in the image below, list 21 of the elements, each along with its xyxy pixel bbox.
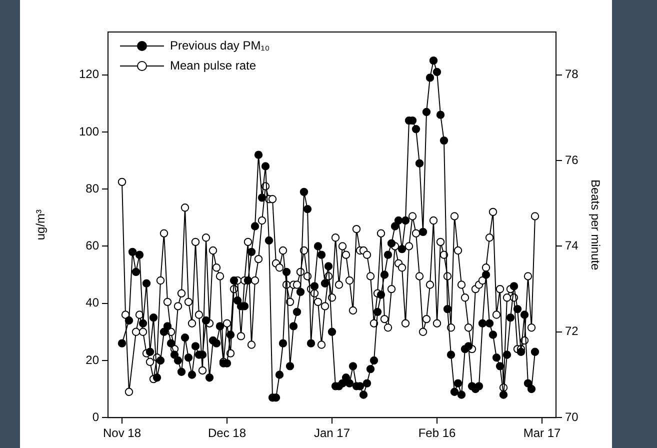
y-tick-label: 100: [78, 124, 100, 138]
x-tick-label: Mar 17: [523, 426, 561, 440]
x-tick-label: Nov 18: [102, 426, 142, 440]
y2-tick-label: 74: [565, 238, 579, 253]
y-axis-title: ug/m³: [34, 209, 48, 240]
x-tick-label: Feb 16: [418, 426, 456, 440]
legend-label: Previous day PM₁₀: [170, 38, 270, 52]
y-tick-label: 120: [78, 67, 100, 82]
y2-tick-label: 70: [565, 410, 579, 424]
y2-tick-label: 78: [565, 67, 579, 82]
y-tick-label: 20: [86, 352, 100, 367]
y-tick-label: 80: [86, 181, 100, 196]
y-tick-label: 60: [86, 238, 100, 253]
y2-axis-title: Beats per minute: [588, 179, 602, 270]
y2-tick-label: 72: [565, 324, 579, 338]
y-tick-label: 40: [86, 296, 100, 310]
x-tick-label: Jan 17: [314, 426, 350, 440]
legend-label: Mean pulse rate: [170, 58, 256, 72]
y-tick-label: 0: [92, 410, 100, 424]
y2-tick-label: 76: [565, 152, 579, 167]
x-tick-label: Dec 18: [208, 426, 246, 440]
